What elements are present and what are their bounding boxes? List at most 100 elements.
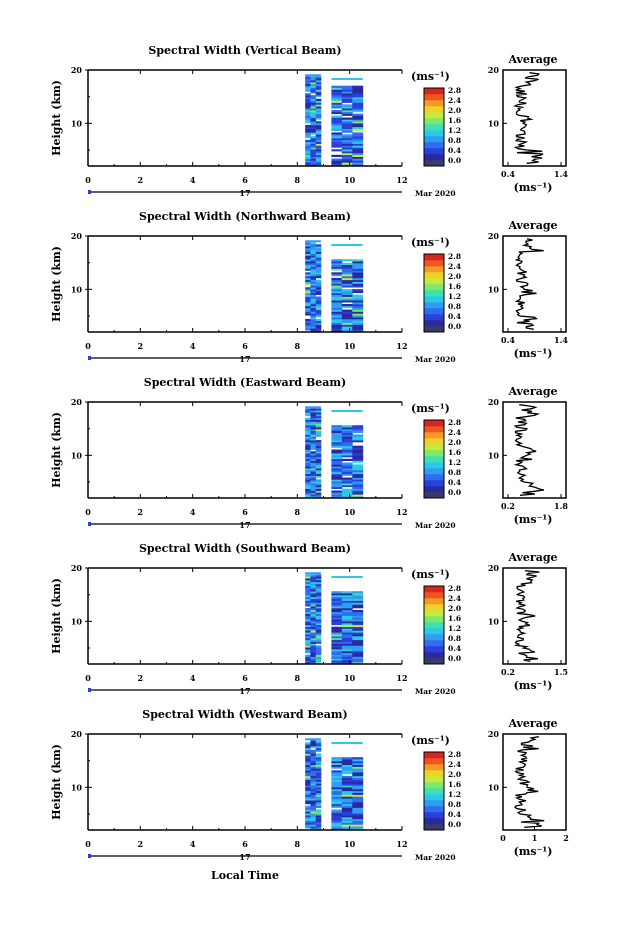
heatmap-cell [305,630,311,633]
heatmap-cell [315,106,322,109]
heatmap-cell [305,600,311,603]
heatmap-cell [315,622,322,626]
heatmap-cell [352,783,364,786]
heatmap-cell [331,484,343,488]
heatmap-cell [315,164,322,167]
heatmap-cell [315,600,322,603]
heatmap-cell [315,249,322,253]
heatmap-cell [310,255,316,258]
colorbar-swatch [424,758,444,765]
heatmap-cell [315,443,322,447]
heatmap-cell [352,654,364,657]
heatmap-cell [310,453,316,456]
heatmap-cell [315,410,322,413]
heatmap-cell [352,110,364,113]
heatmap-cell [305,813,311,816]
heatmap-cell [315,268,322,271]
heatmap-cell [310,792,316,795]
heatmap-cell [352,290,364,294]
heatmap-cell [331,594,343,598]
panel-title: Spectral Width (Westward Beam) [142,708,347,721]
heatmap-cell [305,113,311,116]
heatmap-cell [305,132,311,135]
heatmap-cell [305,766,311,769]
heatmap-cell [315,578,322,581]
heatmap-cell [331,264,343,267]
heatmap-cell [352,261,364,264]
heatmap-cell [305,781,311,784]
heatmap-cell [341,95,353,98]
heatmap-cell [310,417,316,420]
heatmap-cell [305,622,311,626]
heatmap-cell [315,261,322,264]
heatmap-cell [331,298,343,301]
heatmap-cell [310,111,316,115]
heatmap-cell [331,598,343,601]
heatmap-cell [352,124,364,128]
heatmap-cell [305,460,311,463]
heatmap-cell [341,768,353,771]
heatmap-cell [305,583,311,586]
heatmap-cell [341,496,353,499]
heatmap-cell [310,626,316,629]
colorbar-swatch [424,106,444,113]
heatmap-cell [305,255,311,258]
heatmap-cell [305,410,311,413]
heatmap-cell [315,768,322,771]
colorbar-swatch [424,788,444,795]
heatmap-cells [305,406,364,499]
colorbar-swatch [424,302,444,309]
heatmap-cell [305,581,311,585]
heatmap-cell [315,753,322,756]
heatmap-cell [305,792,311,795]
heatmap-cell [305,406,321,409]
colorbar-swatch [424,284,444,291]
heatmap-cell [310,257,316,260]
heatmap-cell [305,151,311,154]
heatmap-cell [331,613,343,616]
heatmap-cell [352,658,364,661]
heatmap-cell [310,317,316,320]
heatmap-cell [352,138,364,141]
heatmap-cell [341,622,353,626]
heatmap-cell [315,283,322,286]
heatmap-cell [341,770,353,773]
colorbar-swatch [424,492,444,499]
heatmap-cell [341,158,353,161]
heatmap-cell [315,270,322,273]
heatmap-cell [310,313,316,316]
heatmap-cell [310,287,316,290]
heatmap-cell [352,96,364,100]
heatmap-cell [315,272,322,275]
heatmap-cell [315,783,322,786]
heatmap-cell [315,639,322,642]
heatmap-cell [341,600,353,603]
heatmap-cell [305,102,311,105]
heatmap-cell [315,251,322,254]
heatmap-cell [315,809,322,812]
y-axis-label: Height (km) [50,246,63,322]
heatmap-cell [305,774,311,777]
heatmap-cell [331,98,343,101]
heatmap-cell [331,593,343,596]
colorbar-frame [423,253,445,333]
heatmap-cell [352,770,364,773]
heatmap-cell [305,244,311,247]
heatmap-cell [310,156,316,159]
heatmap-cell [331,770,343,773]
avg-frame [502,567,567,665]
heatmap-cell [305,477,311,480]
heatmap-cell [310,772,316,775]
avg-x-label: (ms⁻¹) [514,347,553,360]
heatmap-cell [341,451,353,454]
heatmap-cell [315,822,322,825]
heatmap-cell [341,628,353,631]
heatmap-cell [352,149,364,152]
heatmap-cell [310,309,316,312]
heatmap-cell [305,82,311,85]
heatmap-cell [310,141,316,144]
heatmap-cell [310,136,316,139]
colorbar-swatch [424,592,444,599]
heatmap-cell [310,466,316,469]
heatmap-cell [341,479,353,482]
